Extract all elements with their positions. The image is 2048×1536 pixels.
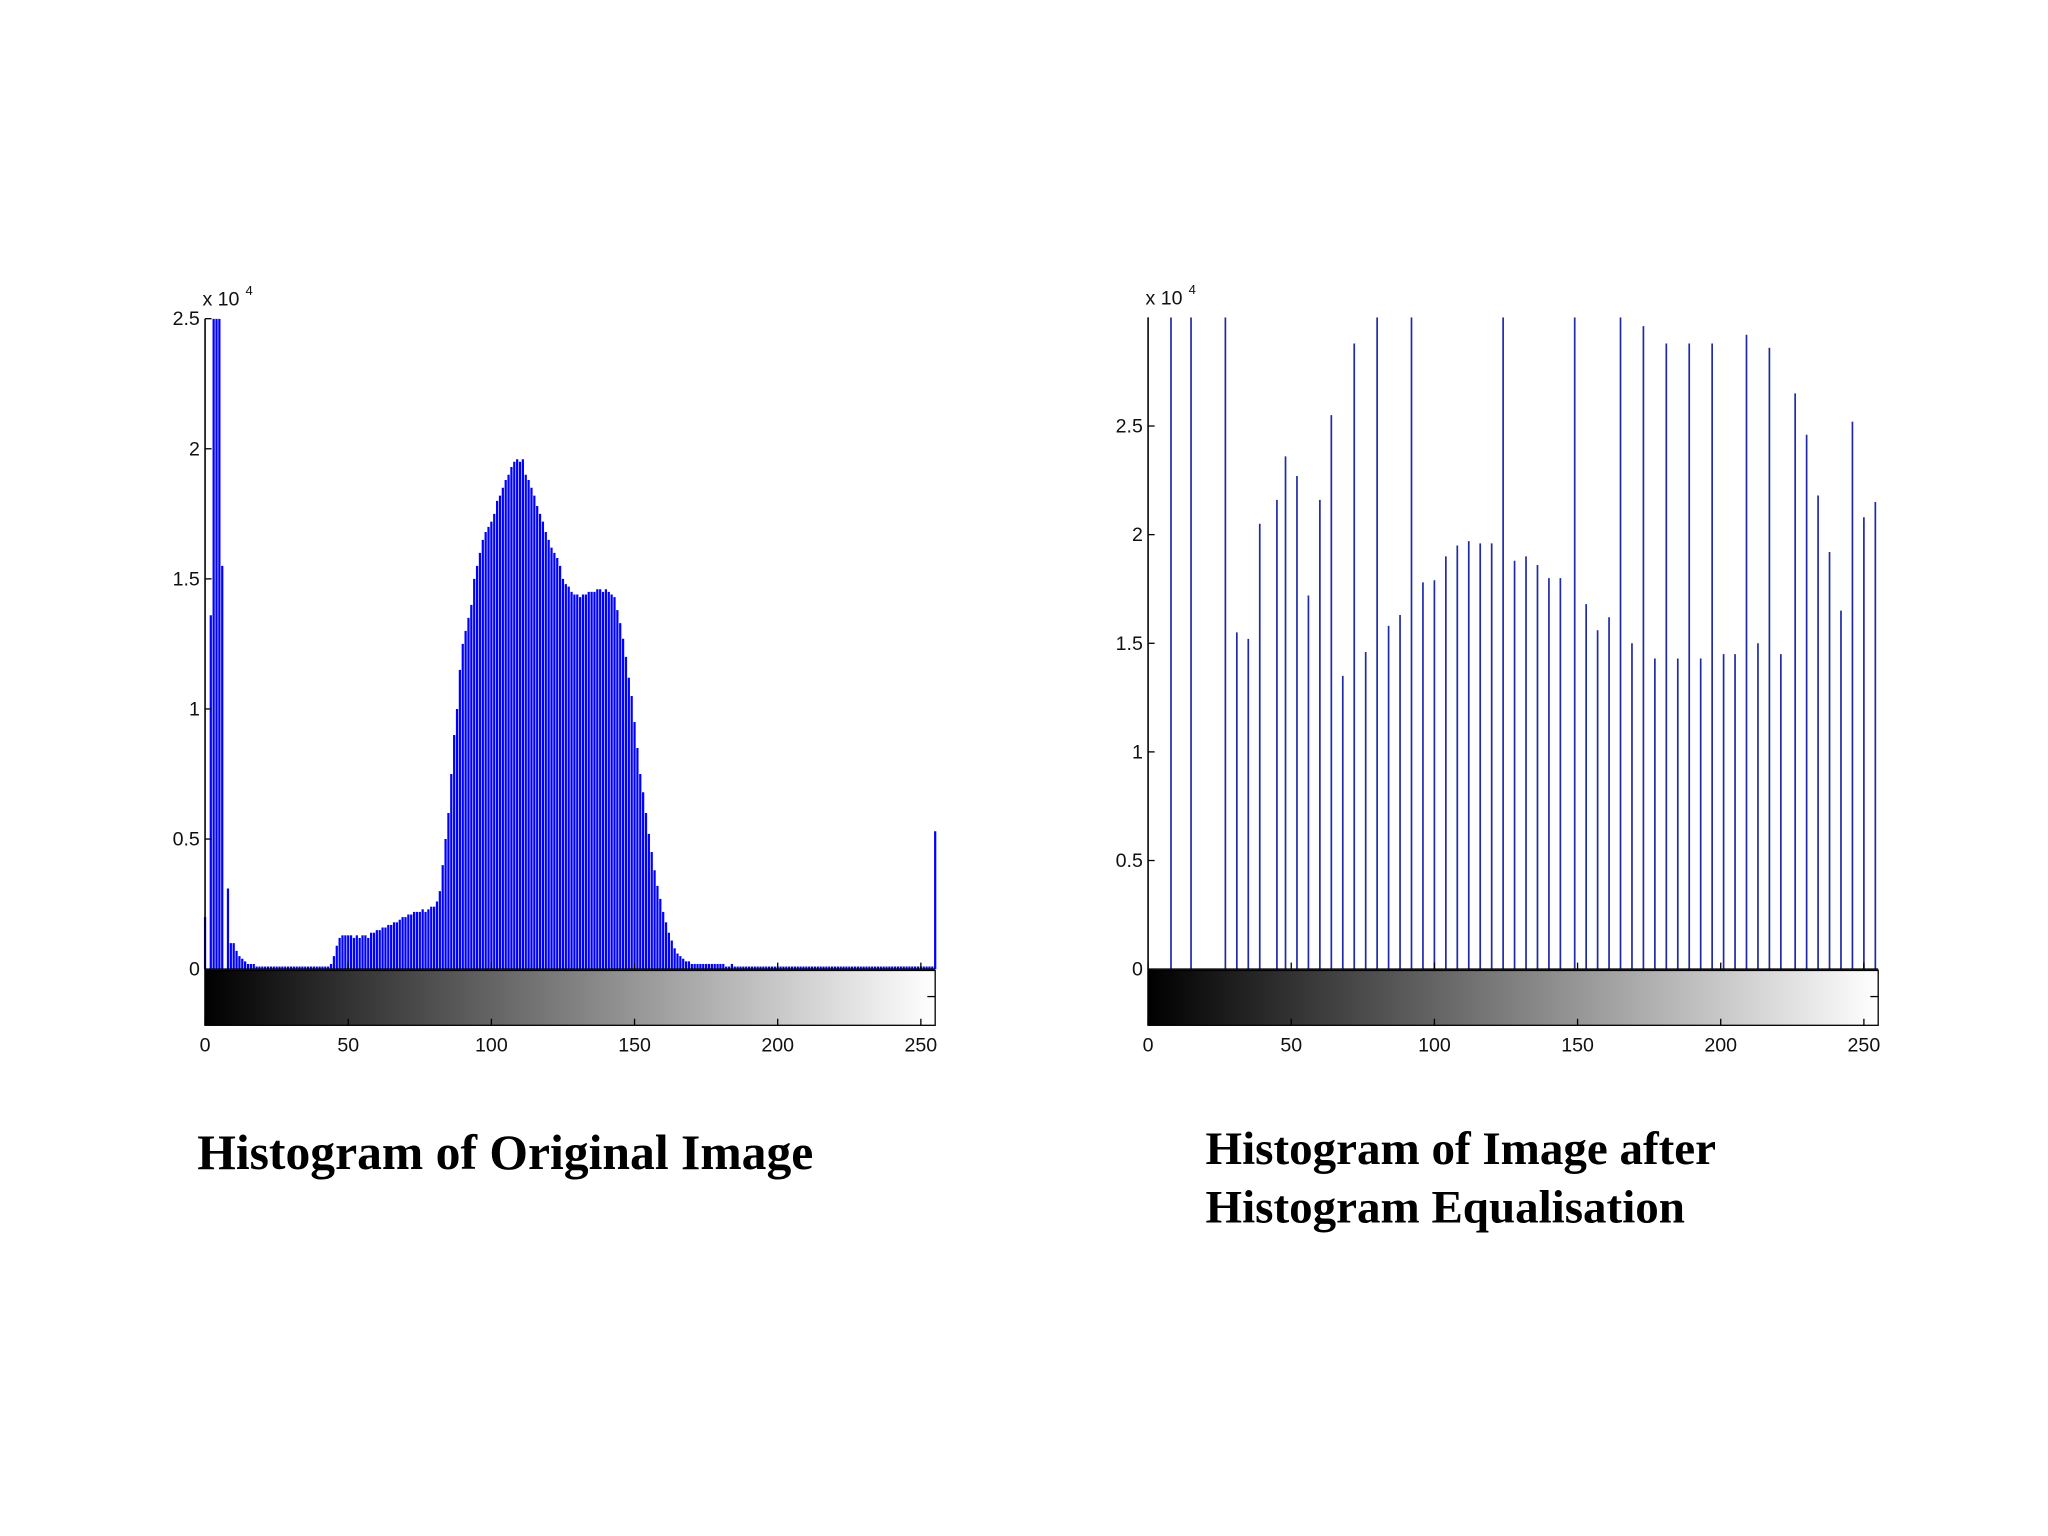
chart-caption: Histogram of Image after [1206,1123,1716,1175]
histogram-chart: 0 0.5 1 1.5 2 2.5 0 50 100 150 200 250 x 10 4 Histogra… [1116,282,1881,1234]
x-tick-label: 0 [1143,1034,1154,1056]
chart-caption: Histogram of Original Image [197,1125,813,1180]
x-tick-label: 50 [1280,1034,1302,1056]
x-tick-label: 150 [618,1034,651,1056]
x-tick-label: 250 [1848,1034,1881,1056]
y-tick-label: 1.5 [1116,633,1143,655]
x-tick-label: 200 [761,1034,794,1056]
histogram-chart: 0 0.5 1 1.5 2 2.5 0 50 100 150 200 250 x 10 4 Histogra… [173,283,938,1180]
colorbar [1147,969,1879,1026]
stems [1170,317,1877,970]
x-tick-label: 250 [905,1034,938,1056]
x-tick-label: 0 [200,1034,211,1056]
y-tick-label: 1 [1132,741,1143,763]
y-tick-label: 0 [1132,959,1143,981]
x-tick-label: 200 [1704,1034,1737,1056]
y-multiplier-exponent: 4 [246,283,253,298]
y-tick-label: 1 [189,698,200,720]
y-tick-label: 0.5 [1116,850,1143,872]
x-tick-label: 50 [337,1034,359,1056]
y-tick-label: 0 [189,959,200,981]
x-tick-label: 100 [1418,1034,1451,1056]
y-multiplier: x 10 [1145,287,1182,309]
x-tick-label: 150 [1561,1034,1594,1056]
y-tick-label: 2.5 [173,308,200,330]
y-tick-label: 2 [189,438,200,460]
y-tick-label: 2.5 [1116,416,1143,438]
y-multiplier-exponent: 4 [1189,282,1196,297]
y-tick-label: 2 [1132,524,1143,546]
y-tick-label: 1.5 [173,568,200,590]
x-tick-label: 100 [475,1034,508,1056]
y-multiplier: x 10 [202,289,239,311]
y-tick-label: 0.5 [173,829,200,851]
stems [203,318,937,970]
chart-caption: Histogram Equalisation [1206,1182,1685,1234]
colorbar [204,969,936,1026]
